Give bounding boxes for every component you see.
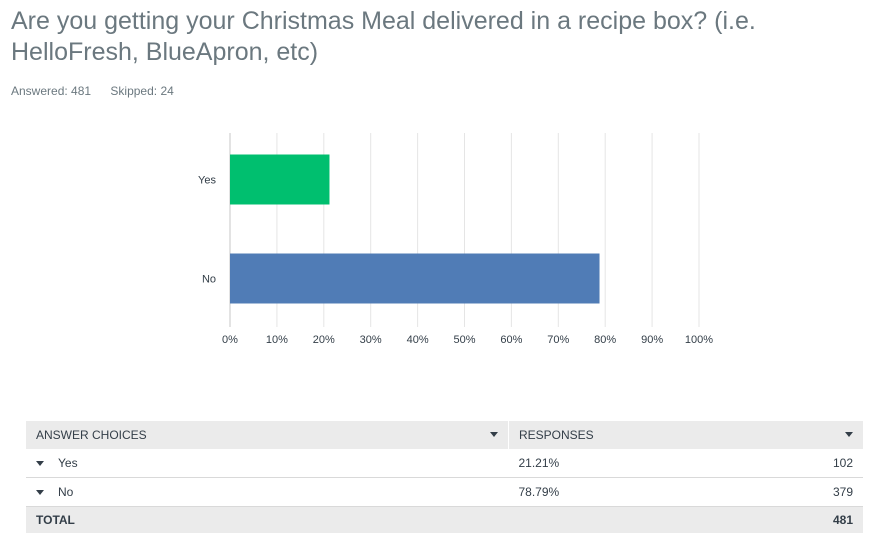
bar-no [230,253,600,304]
x-tick-label: 30% [360,334,382,346]
bar-yes [230,154,330,205]
response-summary: Answered: 481 Skipped: 24 [11,84,190,98]
answer-choice-label: Yes [58,456,78,470]
responses-header-label: RESPONSES [519,428,594,442]
answer-choice-cell[interactable]: No [26,478,509,507]
question-title: Are you getting your Christmas Meal deli… [11,7,756,66]
x-tick-label: 90% [641,334,663,346]
table-row: No 78.79% 379 [26,478,863,507]
total-label: TOTAL [26,506,509,533]
x-tick-label: 40% [407,334,429,346]
expand-caret-icon[interactable] [36,490,44,496]
total-spacer [508,506,723,533]
x-tick-label: 10% [266,334,288,346]
y-category-label: No [202,274,216,286]
y-category-label: Yes [198,175,216,187]
answer-choices-header-label: ANSWER CHOICES [36,428,147,442]
x-tick-label: 80% [594,334,616,346]
total-value: 481 [722,506,863,533]
table-row: Yes 21.21% 102 [26,449,863,478]
answer-choice-label: No [58,485,74,499]
expand-caret-icon[interactable] [36,461,44,467]
skipped-count: Skipped: 24 [110,84,174,98]
responses-header[interactable]: RESPONSES [508,421,863,449]
response-percent: 21.21% [518,456,560,470]
x-tick-label: 0% [222,334,238,346]
x-tick-label: 70% [547,334,569,346]
bar-chart: 0% 10% 20% 30% 40% 50% 60% 70% 80% 90% 100% Yes No [198,133,713,346]
responses-table: ANSWER CHOICES RESPONSES Yes 21.21% 102 … [26,421,863,533]
response-percent: 78.79% [518,485,560,499]
sort-caret-icon[interactable] [490,432,498,437]
x-tick-label: 60% [500,334,522,346]
x-tick-label: 100% [685,334,713,346]
x-tick-label: 20% [313,334,335,346]
answered-count: Answered: 481 [11,84,92,98]
answer-choice-cell[interactable]: Yes [26,449,509,478]
response-count: 102 [832,456,853,470]
response-count: 379 [832,485,853,499]
total-row: TOTAL 481 [26,506,863,533]
x-tick-label: 50% [453,334,475,346]
sort-caret-icon[interactable] [845,432,853,437]
answer-choices-header[interactable]: ANSWER CHOICES [26,421,509,449]
